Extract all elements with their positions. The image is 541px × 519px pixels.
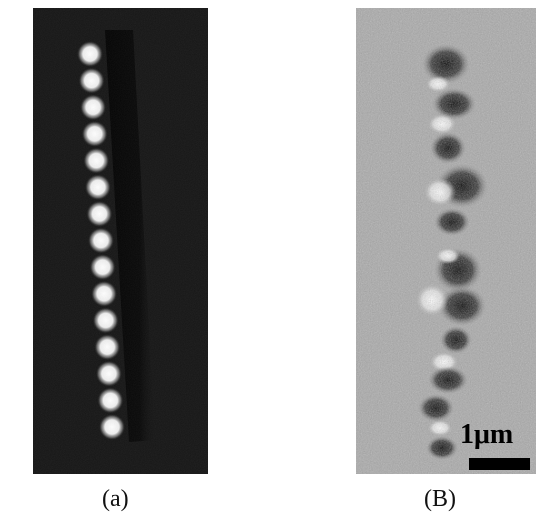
micrograph-b-image [356, 8, 536, 474]
micrograph-a-image [33, 8, 208, 474]
panel-b-caption: (B) [424, 486, 456, 512]
scale-bar [469, 458, 530, 470]
panel-a-caption: (a) [102, 486, 129, 512]
scale-bar-label: 1μm [460, 419, 514, 450]
micrograph-panel-a [33, 8, 208, 474]
micrograph-panel-b [356, 8, 536, 474]
